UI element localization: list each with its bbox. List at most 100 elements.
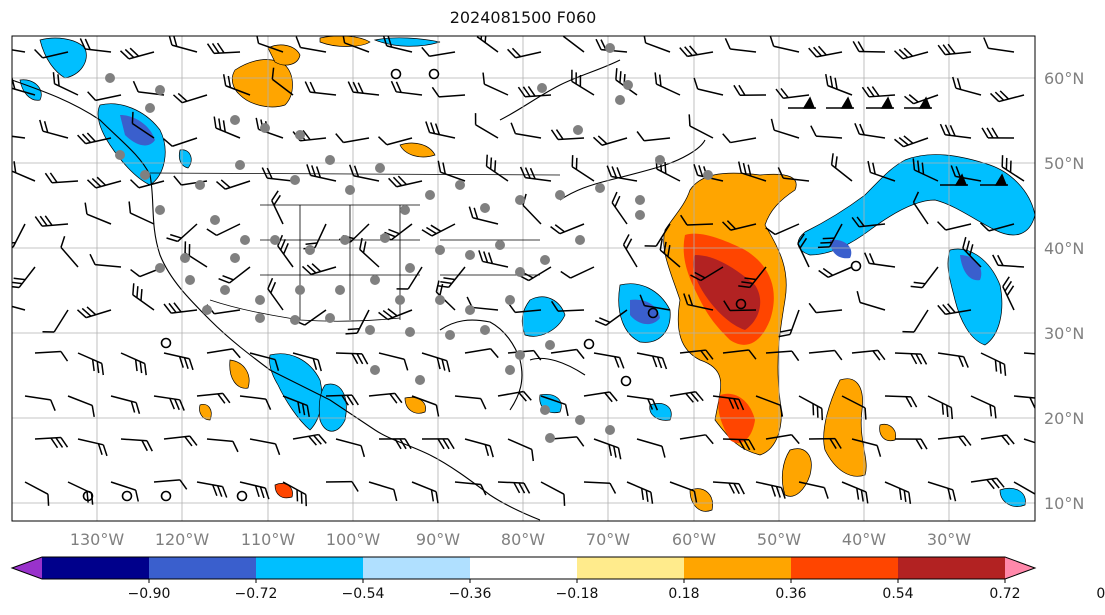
wind-barb-icon — [110, 395, 141, 414]
wind-barb-icon — [77, 438, 108, 457]
wind-barb-icon — [271, 190, 284, 225]
wind-barb-icon — [540, 481, 566, 506]
wind-barb-icon — [34, 215, 69, 227]
wind-barb-icon — [594, 309, 628, 326]
wind-barb-icon — [67, 395, 95, 418]
wind-barb-icon — [168, 36, 198, 53]
wind-barb-icon — [611, 191, 628, 225]
wind-barb-icon — [454, 395, 487, 410]
colorbar-tick-label: −0.54 — [342, 586, 385, 602]
wind-barb-icon — [421, 352, 451, 373]
station-dot-icon — [635, 195, 645, 205]
wind-barb-icon — [680, 214, 714, 226]
wind-barb-icon — [690, 266, 724, 282]
calm-circle-icon — [82, 490, 94, 502]
station-dot-icon — [465, 250, 475, 260]
station-dot-icon — [325, 155, 335, 165]
wind-barb-icon — [778, 309, 800, 338]
station-dot-icon — [325, 313, 335, 323]
station-dots — [105, 43, 713, 443]
wind-barb-icon — [378, 438, 412, 450]
wind-barb-icon — [267, 277, 284, 311]
wind-barb-icon — [693, 77, 724, 96]
map-frame — [11, 35, 1036, 522]
wind-barb-icon — [841, 481, 869, 504]
wind-barb-icon — [474, 113, 499, 139]
wind-barb-icon — [301, 263, 337, 276]
station-dot-icon — [220, 285, 230, 295]
wind-barb-icon — [867, 160, 896, 182]
wind-barb-icon — [292, 352, 322, 372]
wind-barb-icon — [390, 80, 423, 96]
wind-barb-icon — [775, 87, 810, 99]
wind-barb-icon — [893, 47, 929, 60]
calm-circle-icon — [647, 307, 659, 319]
wind-barb-icon — [765, 433, 800, 445]
wind-barb-icon — [347, 81, 380, 96]
colorbar-segment — [898, 557, 1005, 579]
wind-barb-icon — [84, 202, 112, 225]
wind-barb-icon — [12, 223, 26, 249]
wind-barb-icon — [810, 125, 843, 139]
wind-barb-icon — [162, 137, 198, 147]
station-dot-icon — [235, 160, 245, 170]
wind-barb-icon — [910, 266, 939, 289]
wind-barb-icon — [797, 233, 810, 268]
wind-barb-icon — [206, 348, 241, 359]
wind-barb-icon — [808, 45, 843, 58]
wind-barb-icon — [497, 390, 532, 402]
colorbar-tick-label: 0.18 — [668, 586, 699, 602]
wind-barb-icon — [196, 481, 228, 498]
wind-barb-icon — [970, 395, 997, 419]
wind-barb-icon — [571, 155, 595, 182]
wind-barb-icon — [861, 86, 896, 98]
station-dot-icon — [435, 245, 445, 255]
wind-flag-icon — [866, 96, 894, 109]
wind-barb-icon — [639, 294, 671, 311]
wind-barb-icon — [464, 347, 499, 359]
station-dot-icon — [230, 253, 240, 263]
wind-barb-icon — [421, 46, 456, 57]
map-title: 2024081500 F060 — [449, 8, 597, 27]
wind-barb-icon — [1001, 155, 1025, 182]
wind-barb-icon — [927, 481, 957, 502]
wind-barb-icon — [722, 133, 757, 144]
wind-barb-icon — [798, 395, 824, 421]
wind-barb-icon — [163, 352, 194, 371]
wind-barb-icon — [622, 234, 638, 268]
wind-barb-icon — [396, 266, 423, 290]
wind-flag-icon — [788, 96, 816, 109]
colorbar-extend-low — [12, 557, 42, 579]
wind-barb-icon — [937, 221, 972, 231]
colorbar-tick-label: 0.90 — [1096, 586, 1105, 602]
station-dot-icon — [545, 433, 555, 443]
station-dot-icon — [480, 203, 490, 213]
wind-barb-icon — [431, 86, 466, 98]
station-dot-icon — [465, 305, 475, 315]
colorbar-segment — [256, 557, 363, 579]
station-dot-icon — [365, 325, 375, 335]
wind-barb-icon — [723, 300, 757, 312]
wind-barb-icon — [497, 481, 531, 494]
wind-barb-icon — [659, 238, 681, 268]
wind-barb-icon — [411, 481, 439, 504]
wind-barb-icon — [712, 481, 745, 495]
wind-barb-icon — [131, 111, 155, 139]
wind-barb-icon — [335, 133, 370, 144]
wind-barb-icon — [341, 36, 370, 53]
longitude-label: 100°W — [326, 530, 381, 549]
station-dot-icon — [255, 295, 265, 305]
wind-barb-icon — [129, 179, 165, 189]
wind-barb-icon — [894, 352, 928, 365]
latitude-label: 10°N — [1044, 494, 1084, 513]
wind-barb-icon — [722, 438, 756, 451]
wind-barb-icon — [770, 118, 800, 139]
wind-barb-icon — [679, 45, 714, 58]
wind-barb-icon — [808, 349, 843, 361]
wind-barb-icon — [852, 41, 886, 53]
wind-barb-icon — [851, 349, 886, 361]
wind-barb-icon — [583, 481, 617, 494]
calm-circle-icon — [428, 68, 440, 80]
longitude-label: 70°W — [586, 530, 630, 549]
wind-barb-icon — [679, 349, 714, 361]
